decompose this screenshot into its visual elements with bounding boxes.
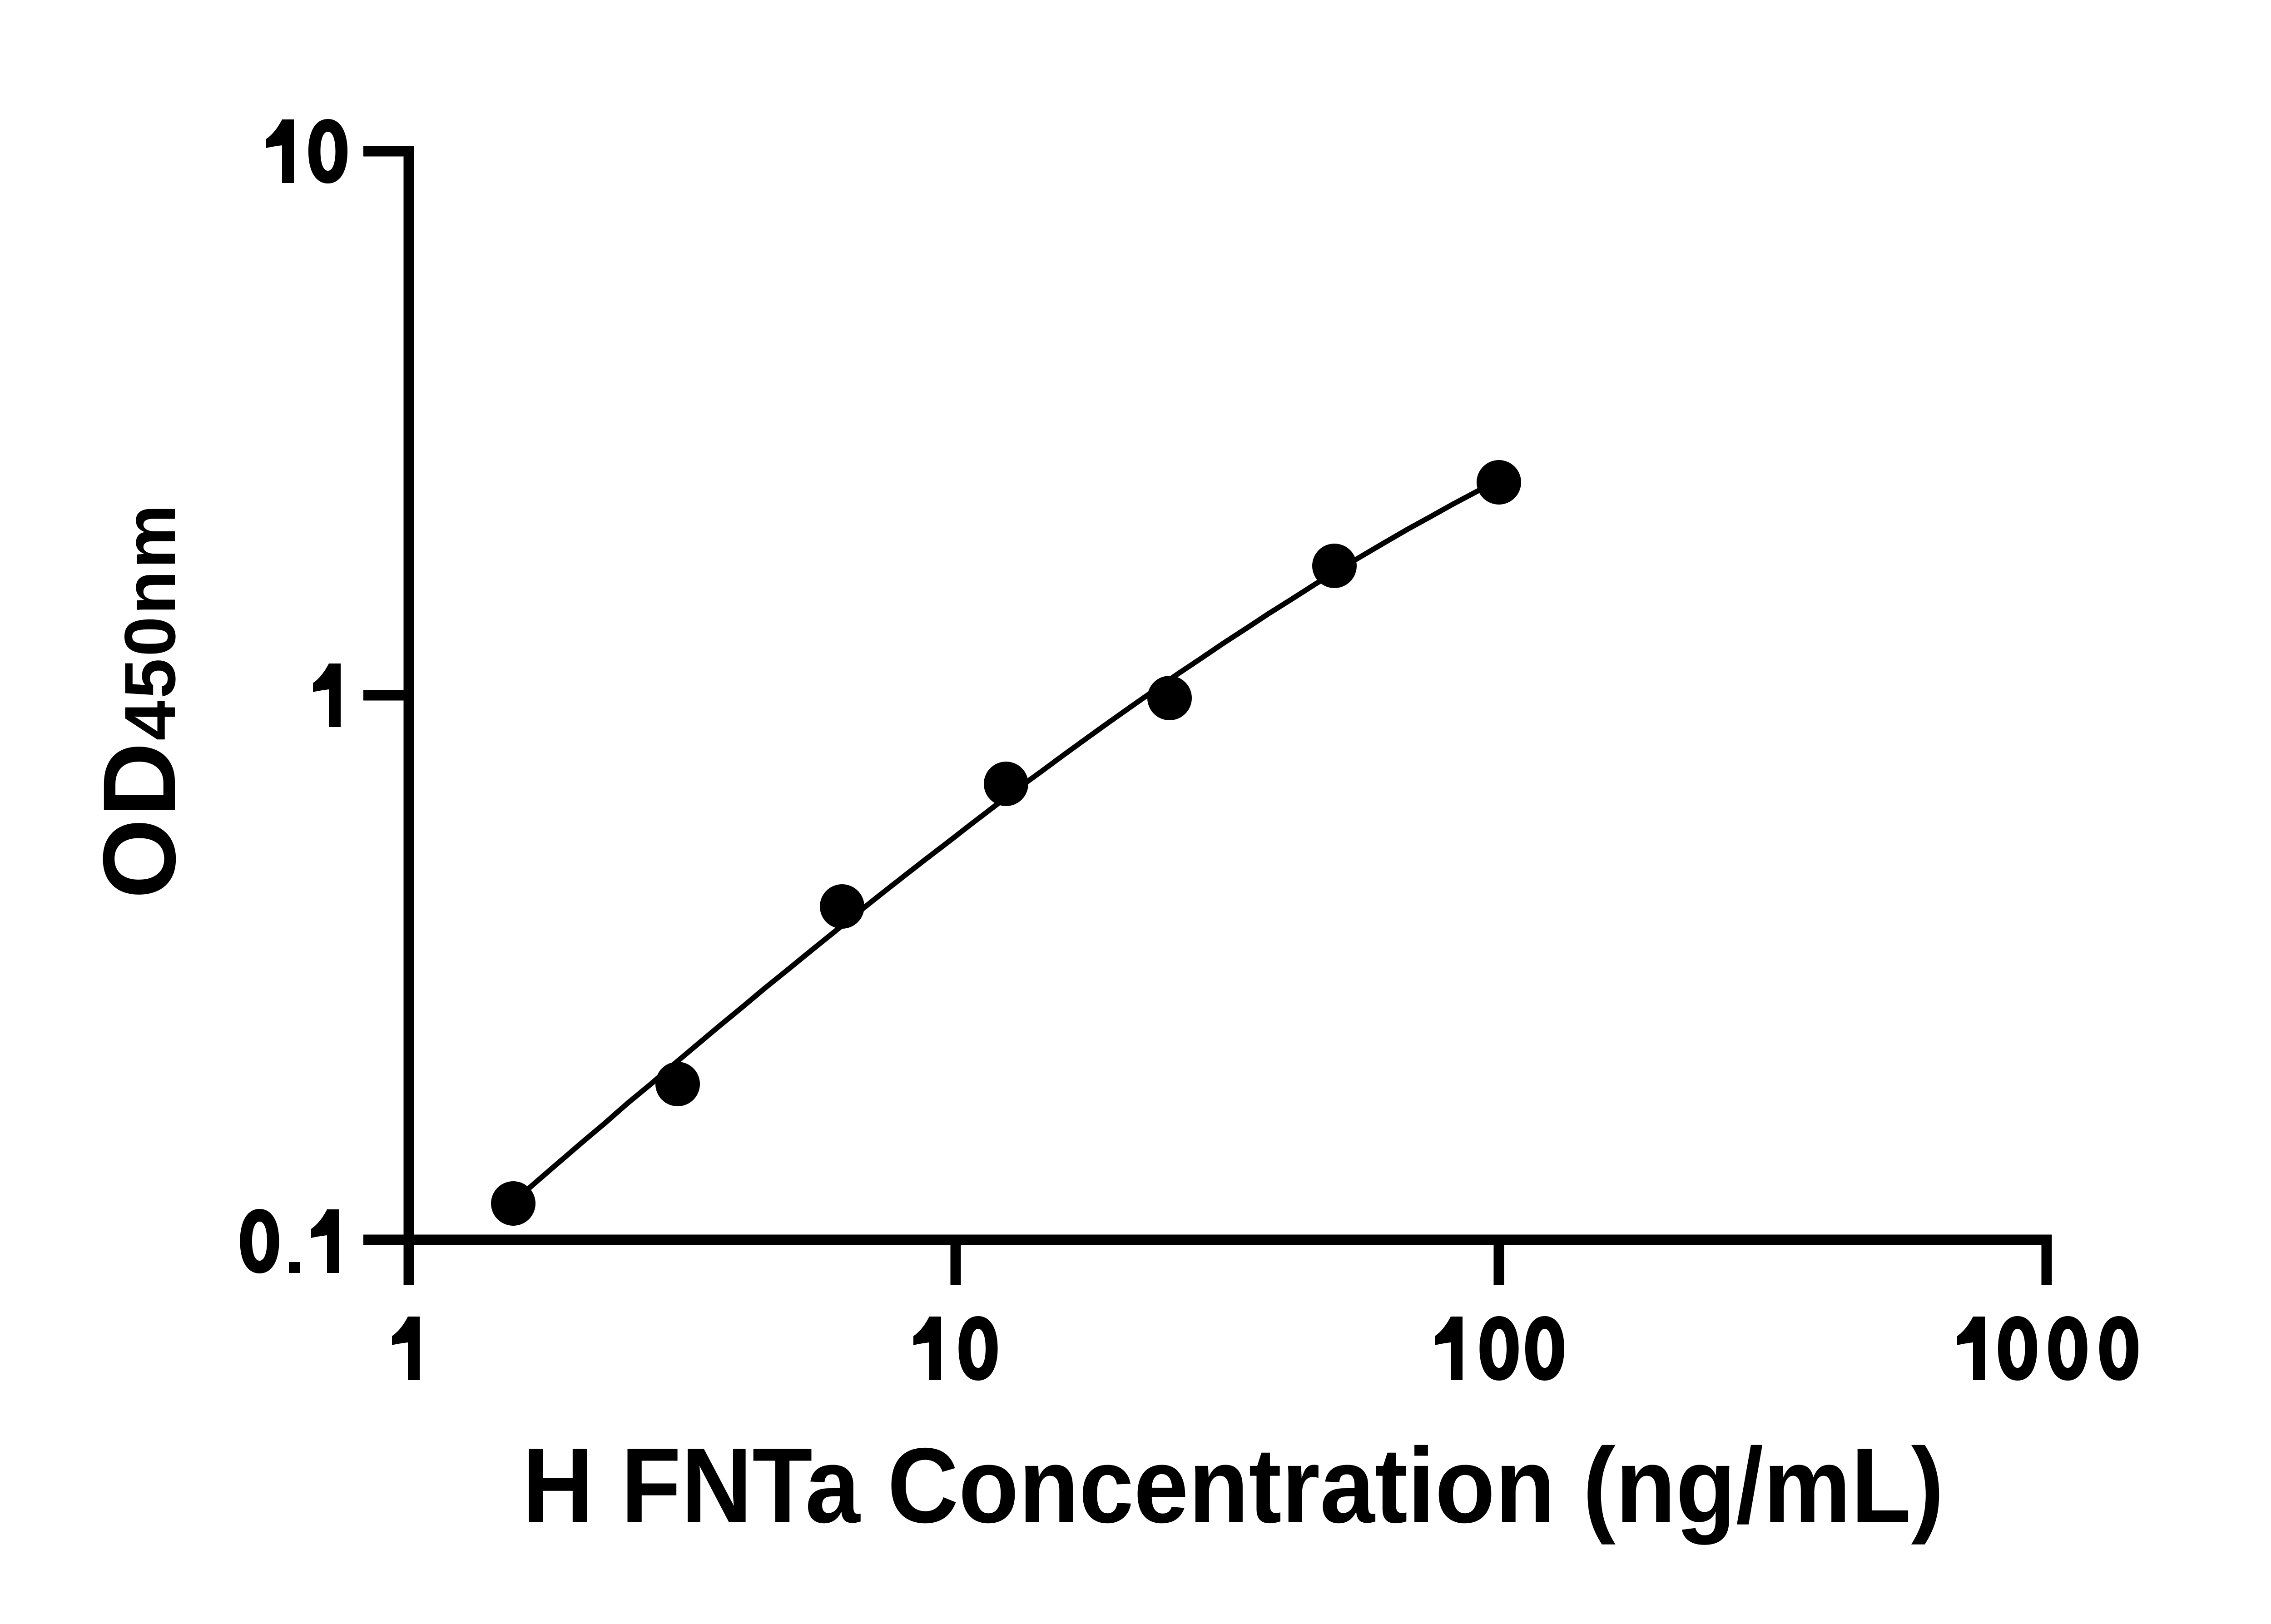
svg-text:H FNTa Concentration (ng/mL): H FNTa Concentration (ng/mL) (522, 1426, 1944, 1545)
svg-text:OD450nm: OD450nm (82, 503, 197, 899)
